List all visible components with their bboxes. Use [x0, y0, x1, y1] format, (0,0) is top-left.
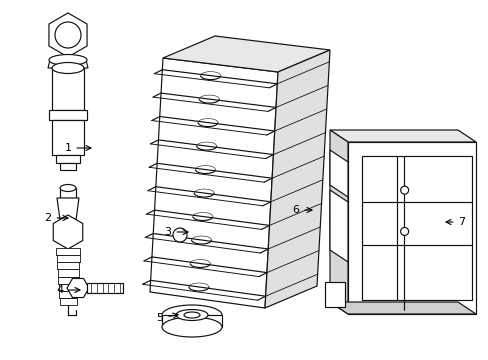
- Circle shape: [55, 22, 81, 48]
- Polygon shape: [52, 68, 84, 110]
- Ellipse shape: [49, 54, 87, 66]
- Ellipse shape: [60, 184, 76, 192]
- Circle shape: [400, 228, 408, 235]
- Polygon shape: [49, 13, 87, 57]
- Text: 1: 1: [64, 143, 91, 153]
- Polygon shape: [163, 36, 329, 72]
- Circle shape: [173, 228, 186, 242]
- Polygon shape: [52, 120, 84, 155]
- Text: 2: 2: [44, 213, 68, 223]
- Polygon shape: [329, 150, 347, 197]
- Polygon shape: [56, 248, 80, 255]
- Polygon shape: [329, 302, 475, 314]
- Polygon shape: [53, 215, 82, 249]
- Polygon shape: [87, 283, 123, 293]
- Polygon shape: [60, 188, 76, 198]
- Polygon shape: [57, 198, 79, 220]
- Text: 6: 6: [292, 205, 311, 215]
- Polygon shape: [67, 279, 89, 297]
- Polygon shape: [56, 155, 80, 163]
- Text: 3: 3: [164, 227, 187, 237]
- Polygon shape: [162, 315, 222, 327]
- Polygon shape: [329, 130, 475, 142]
- Ellipse shape: [183, 312, 200, 318]
- Polygon shape: [168, 227, 209, 243]
- Polygon shape: [48, 60, 88, 68]
- Polygon shape: [49, 110, 87, 120]
- Text: 7: 7: [445, 217, 465, 227]
- Ellipse shape: [162, 305, 222, 325]
- Polygon shape: [60, 163, 76, 170]
- Polygon shape: [329, 190, 347, 262]
- Polygon shape: [58, 269, 79, 276]
- Ellipse shape: [176, 310, 207, 320]
- Ellipse shape: [52, 63, 84, 73]
- Polygon shape: [193, 243, 209, 263]
- Polygon shape: [60, 298, 76, 305]
- Polygon shape: [329, 130, 347, 314]
- Text: 4: 4: [56, 285, 80, 295]
- Polygon shape: [150, 58, 278, 308]
- Polygon shape: [347, 142, 475, 314]
- Polygon shape: [325, 282, 345, 307]
- Polygon shape: [57, 255, 80, 262]
- Polygon shape: [59, 291, 77, 298]
- Ellipse shape: [162, 317, 222, 337]
- Text: 5: 5: [156, 313, 178, 323]
- Polygon shape: [57, 262, 79, 269]
- Polygon shape: [58, 276, 78, 284]
- Circle shape: [400, 186, 408, 194]
- Polygon shape: [59, 284, 77, 291]
- Polygon shape: [264, 50, 329, 308]
